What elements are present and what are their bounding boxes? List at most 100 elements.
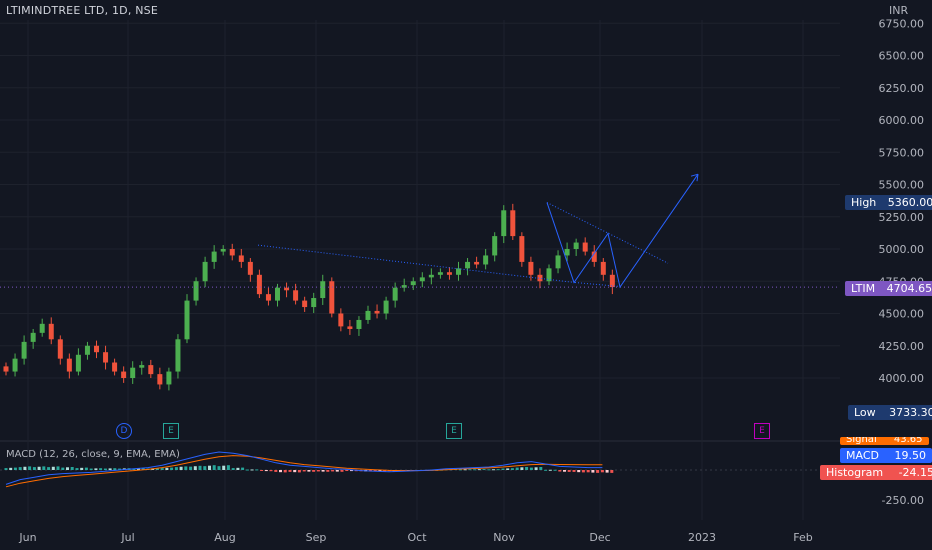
histogram-tag-value: -24.15	[898, 466, 932, 479]
macd-histogram-bar	[586, 470, 590, 473]
macd-histogram-bar	[250, 469, 254, 471]
candle-body	[419, 277, 425, 282]
high-tag: High 5360.00	[845, 195, 932, 210]
candle-body	[121, 371, 127, 378]
upcoming-earnings-event-icon[interactable]: E	[754, 423, 770, 439]
macd-histogram-bar	[260, 470, 264, 471]
candle-body	[492, 236, 498, 256]
candle-body	[302, 300, 308, 308]
candle-body	[75, 354, 81, 372]
macd-histogram-bar	[236, 467, 240, 470]
macd-tick-label: -250.00	[882, 494, 924, 507]
candle-body	[528, 261, 534, 275]
macd-histogram-bar	[193, 466, 197, 470]
candle-body	[112, 362, 118, 372]
candle-body	[356, 319, 362, 329]
time-axis-label: Nov	[493, 531, 515, 544]
macd-histogram-bar	[217, 466, 221, 470]
macd-histogram-bar	[203, 466, 207, 470]
macd-histogram-bar	[84, 467, 88, 470]
macd-histogram-bar	[32, 467, 36, 470]
candle-body	[456, 268, 461, 275]
candle-body	[184, 300, 190, 340]
currency-label: INR	[889, 4, 909, 17]
candle-body	[166, 371, 172, 385]
candle-body	[311, 298, 317, 308]
macd-histogram-bar	[174, 467, 178, 470]
time-axis-label: Aug	[214, 531, 235, 544]
macd-histogram-bar	[302, 470, 306, 472]
macd-histogram-bar	[605, 470, 609, 473]
macd-histogram-bar	[297, 470, 301, 473]
time-axis-label: Dec	[589, 531, 610, 544]
macd-line	[5, 451, 603, 485]
time-axis-label: Feb	[793, 531, 812, 544]
macd-histogram-bar	[539, 467, 543, 470]
macd-histogram-bar	[226, 465, 230, 470]
dividend-event-icon[interactable]: D	[116, 423, 132, 439]
macd-histogram-bar	[208, 465, 211, 470]
macd-histogram-bar	[316, 470, 320, 472]
candle-body	[94, 345, 99, 353]
candle-body	[139, 365, 145, 368]
candle-body	[591, 251, 597, 262]
candle-body	[275, 287, 280, 301]
macd-histogram-bar	[591, 470, 595, 473]
signal-tag-value: 43.65	[893, 437, 923, 445]
earnings-event-icon[interactable]: E	[163, 423, 179, 439]
histogram-tag-label: Histogram	[826, 466, 884, 479]
candle-body	[392, 287, 398, 301]
macd-histogram-bar	[70, 467, 74, 470]
macd-histogram-bar	[544, 469, 548, 471]
candle-body	[103, 352, 109, 363]
macd-histogram-bar	[510, 468, 514, 470]
candle-body	[510, 210, 516, 237]
macd-histogram-bar	[600, 470, 604, 473]
time-axis-label: Jul	[120, 531, 134, 544]
macd-histogram-bar	[51, 466, 55, 470]
candle-body	[474, 261, 480, 265]
candle-body	[30, 332, 36, 342]
candle-body	[57, 339, 63, 359]
candle-body	[365, 310, 371, 320]
earnings-event-icon[interactable]: E	[446, 423, 462, 439]
macd-histogram-bar	[279, 470, 282, 473]
candle-body	[383, 300, 389, 314]
macd-histogram-bar	[558, 470, 562, 472]
macd-histogram-bar	[610, 470, 614, 473]
macd-histogram-bar	[529, 467, 533, 470]
low-tag-label: Low	[854, 406, 876, 419]
macd-histogram-bar	[103, 468, 107, 470]
macd-histogram-bar	[563, 470, 566, 472]
macd-histogram-bar	[293, 470, 297, 473]
price-tick-label: 4000.00	[879, 372, 925, 385]
macd-histogram-bar	[241, 467, 245, 470]
macd-histogram-bar	[47, 467, 51, 470]
macd-histogram-bar	[94, 468, 98, 470]
macd-histogram-bar	[269, 470, 273, 472]
macd-histogram-bar	[482, 469, 486, 471]
price-tick-label: 6000.00	[879, 114, 925, 127]
candle-body	[21, 341, 27, 359]
macd-histogram-bar	[179, 466, 183, 470]
macd-histogram-bar	[350, 470, 353, 472]
macd-histogram-bar	[506, 468, 510, 470]
candle-body	[211, 251, 217, 262]
candle-body	[437, 272, 443, 275]
macd-histogram-bar	[42, 466, 46, 470]
macd-histogram-bar	[23, 466, 27, 470]
macd-indicator-title[interactable]: MACD (12, 26, close, 9, EMA, EMA)	[6, 449, 180, 460]
symbol-title[interactable]: LTIMINDTREE LTD, 1D, NSE	[6, 4, 158, 17]
macd-histogram-bar	[245, 469, 249, 471]
macd-histogram-bar	[468, 469, 472, 471]
macd-histogram-bar	[222, 465, 226, 470]
macd-histogram-bar	[312, 470, 316, 472]
last-tag-value: 4704.65	[886, 282, 932, 295]
macd-histogram-bar	[170, 467, 174, 470]
macd-histogram-bar	[9, 467, 13, 470]
macd-histogram-bar	[520, 467, 524, 470]
candle-body	[48, 323, 54, 340]
macd-histogram-bar	[458, 469, 462, 471]
